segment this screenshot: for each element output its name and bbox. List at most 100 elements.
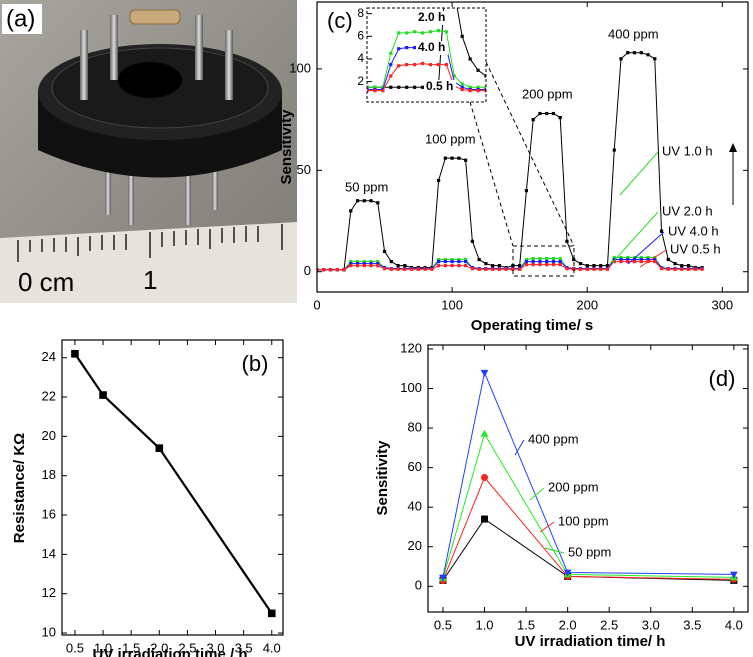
y-tick-label: 60 — [408, 459, 422, 474]
marker — [450, 259, 454, 264]
marker — [464, 257, 468, 262]
x-axis-label: Operating time/ s — [471, 317, 594, 334]
marker — [497, 264, 501, 268]
marker — [416, 267, 420, 271]
marker — [405, 85, 409, 89]
marker — [531, 256, 535, 261]
y-tick-label: 120 — [400, 340, 422, 355]
marker — [457, 257, 461, 262]
marker — [481, 515, 489, 523]
marker — [457, 259, 461, 264]
label-box — [416, 11, 448, 25]
annotation: 200 ppm — [522, 86, 573, 101]
marker — [376, 262, 380, 266]
marker — [491, 267, 495, 271]
marker — [444, 63, 448, 67]
marker — [436, 63, 440, 67]
y-tick-label: 0 — [304, 263, 311, 278]
annotation: 50 ppm — [345, 179, 388, 194]
marker — [267, 609, 276, 618]
marker — [659, 267, 664, 271]
marker — [518, 264, 522, 268]
marker — [551, 259, 556, 264]
y-tick-label: 6 — [357, 28, 364, 42]
x-tick-label: 1.0 — [475, 617, 493, 632]
marker — [397, 47, 401, 51]
series-label: 4.0 h — [418, 40, 445, 54]
x-tick-label: 1.5 — [517, 617, 535, 632]
series-line — [317, 52, 703, 271]
label-pointer — [529, 487, 545, 501]
marker — [413, 30, 417, 34]
y-tick-label: 0 — [415, 578, 422, 593]
marker — [551, 111, 556, 116]
marker — [464, 264, 468, 268]
y-tick-label: 50 — [297, 162, 311, 177]
series-label: 2.0 h — [418, 10, 445, 24]
label-box — [416, 41, 448, 55]
marker — [443, 264, 447, 268]
marker — [484, 262, 488, 266]
marker — [444, 30, 448, 34]
marker — [389, 267, 393, 271]
series-line — [442, 370, 734, 578]
marker — [396, 267, 400, 271]
marker — [405, 31, 409, 35]
marker — [653, 57, 657, 61]
marker — [484, 85, 486, 89]
x-tick-label: 2.5 — [600, 617, 618, 632]
photo: (a) 0 cm 1 — [0, 0, 297, 303]
series-label: UV 2.0 h — [662, 203, 713, 218]
marker — [322, 268, 326, 272]
marker — [403, 264, 407, 268]
marker — [443, 257, 447, 262]
marker — [592, 267, 596, 271]
marker — [558, 259, 562, 264]
marker — [551, 263, 556, 267]
x-tick-label: 200 — [576, 297, 598, 312]
marker — [460, 34, 464, 38]
x-tick-label: 3.0 — [642, 617, 660, 632]
marker — [430, 267, 434, 271]
plot-frame — [61, 339, 284, 636]
panel: 0 50 100 0 100 200 300 UV 1.0 h UV 2.0 h UV 4.0 h… — [278, 1, 749, 334]
y-tick-label: 18 — [42, 467, 56, 482]
y-tick-label: 20 — [408, 538, 422, 553]
marker — [700, 267, 704, 271]
x-axis-label: UV irradiation time / h — [92, 646, 247, 657]
x-tick-label: 2.0 — [559, 617, 577, 632]
marker — [403, 267, 407, 271]
x-tick-label: 0.5 — [434, 617, 452, 632]
marker — [666, 257, 670, 262]
marker — [558, 115, 562, 120]
marker — [468, 85, 472, 89]
marker — [376, 259, 380, 264]
label-box — [424, 80, 456, 94]
marker — [443, 156, 447, 160]
marker — [464, 158, 468, 162]
marker — [565, 239, 569, 243]
panel-label: (b) — [242, 351, 269, 376]
series-label: 200 ppm — [548, 479, 599, 494]
marker — [155, 444, 164, 452]
marker — [376, 264, 380, 268]
annotation: 100 ppm — [425, 131, 476, 146]
marker — [538, 259, 542, 264]
marker — [524, 189, 529, 193]
marker — [531, 118, 535, 122]
x-tick-label: 1.0 — [94, 640, 112, 655]
y-tick-label: 10 — [42, 624, 56, 639]
marker — [653, 259, 657, 264]
y-tick-label: 16 — [42, 506, 56, 521]
panel-label: (d) — [709, 366, 736, 391]
marker — [572, 257, 576, 262]
marker — [538, 256, 542, 261]
marker — [531, 263, 535, 267]
marker — [349, 259, 353, 264]
marker — [632, 255, 637, 260]
marker — [382, 267, 387, 271]
marker — [369, 259, 373, 264]
marker — [413, 63, 417, 67]
